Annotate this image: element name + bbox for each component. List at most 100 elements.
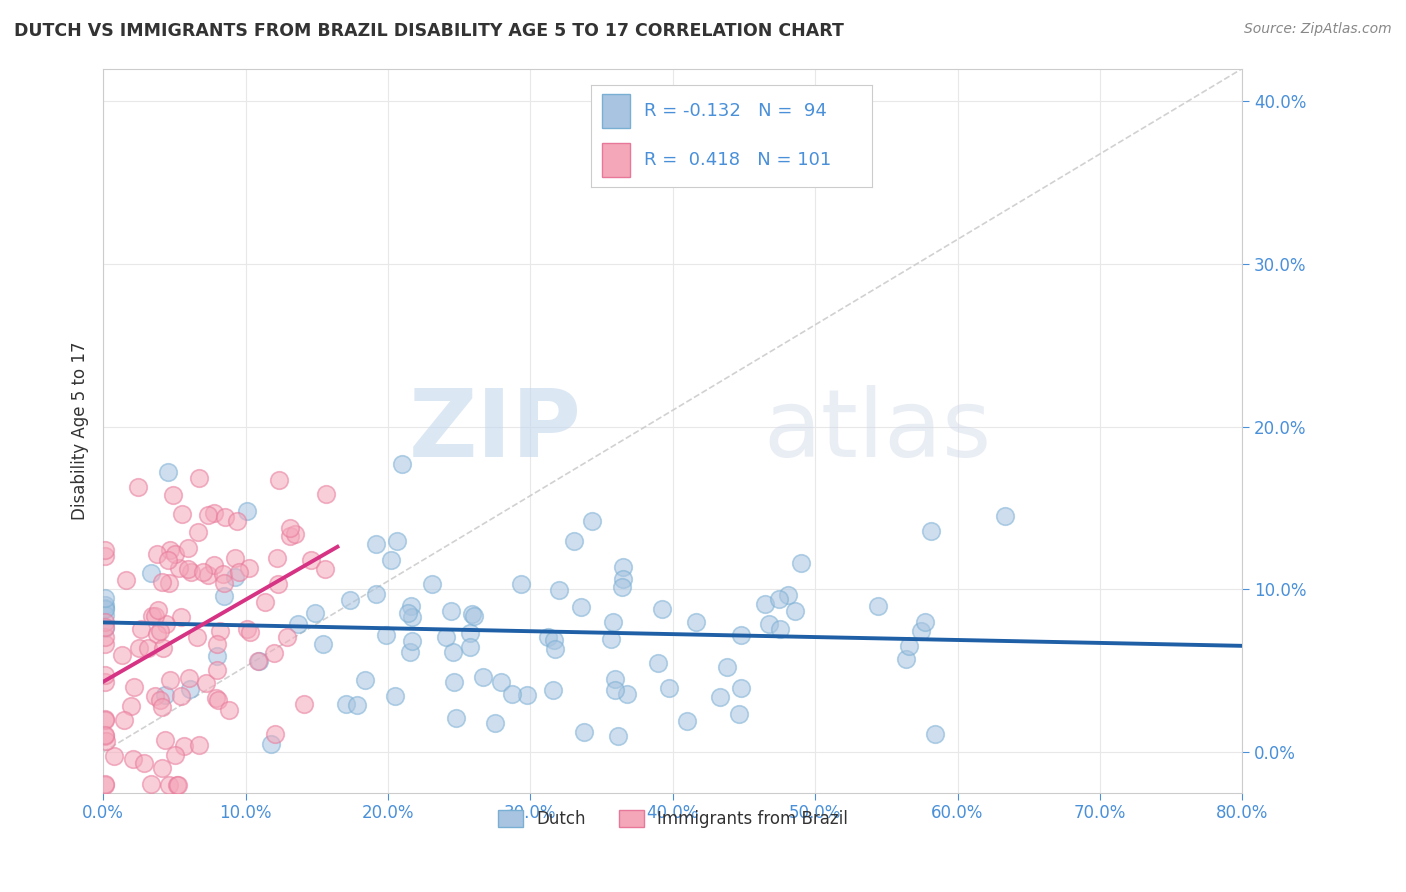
Point (484, 716, 506, 731)
Point (537, 631, 560, 645)
Point (401, 634, 423, 648)
Point (440, 604, 463, 618)
Point (866, 599, 889, 613)
Point (93, 602, 115, 616)
Point (364, 587, 387, 601)
Point (380, 553, 402, 567)
Point (204, 690, 226, 705)
Point (111, 648, 134, 662)
Point (396, 606, 419, 620)
Point (676, 714, 699, 728)
Point (651, 602, 673, 616)
Point (93, 622, 115, 636)
Point (93, 549, 115, 563)
Point (165, 748, 187, 763)
Point (202, 506, 225, 520)
Point (157, 778, 180, 792)
Point (543, 633, 565, 648)
Point (152, 640, 174, 655)
Point (501, 687, 523, 701)
Point (180, 566, 202, 580)
Point (159, 543, 181, 558)
Point (145, 608, 167, 623)
Point (197, 568, 219, 582)
Point (170, 507, 193, 521)
Point (434, 630, 457, 644)
Point (218, 703, 240, 717)
Point (141, 566, 163, 580)
Point (167, 561, 190, 575)
Point (191, 565, 214, 579)
Point (94, 733, 117, 747)
Y-axis label: Disability Age 5 to 17: Disability Age 5 to 17 (72, 342, 89, 520)
Point (790, 557, 813, 571)
Point (128, 640, 150, 655)
Point (399, 599, 422, 614)
Point (599, 632, 621, 646)
Point (375, 628, 398, 642)
Point (145, 627, 167, 641)
Point (910, 624, 932, 639)
Point (260, 737, 283, 751)
Point (647, 656, 669, 670)
Point (162, 488, 184, 502)
Point (610, 580, 633, 594)
Point (280, 520, 302, 534)
Point (148, 624, 170, 638)
Point (202, 558, 225, 572)
Point (169, 689, 191, 703)
Point (607, 729, 630, 743)
Point (754, 597, 776, 611)
Point (994, 508, 1017, 523)
Point (153, 733, 176, 747)
Point (93, 713, 115, 727)
Point (284, 526, 307, 541)
Point (516, 689, 538, 703)
Point (236, 504, 259, 518)
Point (93, 598, 115, 612)
Point (384, 689, 406, 703)
Point (197, 508, 219, 523)
Point (920, 524, 942, 539)
Point (156, 553, 179, 567)
Point (141, 608, 163, 623)
Point (224, 551, 246, 566)
Point (93, 591, 115, 605)
Point (93, 667, 115, 681)
Point (572, 724, 595, 739)
Point (224, 570, 246, 584)
FancyBboxPatch shape (602, 144, 630, 177)
Point (443, 675, 465, 690)
Point (93, 543, 115, 558)
Point (730, 681, 752, 695)
Point (471, 670, 494, 684)
Point (93, 728, 115, 742)
Point (214, 575, 236, 590)
Point (93, 607, 115, 622)
Point (776, 588, 799, 602)
Point (179, 671, 201, 685)
Point (292, 697, 315, 711)
Point (93, 675, 115, 690)
Point (238, 560, 260, 574)
Point (387, 534, 409, 549)
Point (150, 700, 173, 714)
Point (894, 651, 917, 665)
Point (768, 591, 790, 606)
Point (150, 574, 173, 589)
Point (179, 682, 201, 697)
Point (314, 562, 336, 576)
Point (131, 622, 153, 636)
Point (581, 514, 603, 528)
Point (212, 589, 235, 603)
Point (346, 698, 368, 712)
Point (239, 625, 262, 640)
Point (93, 601, 115, 615)
Point (246, 654, 269, 668)
Point (186, 630, 208, 644)
FancyBboxPatch shape (602, 94, 630, 128)
Point (187, 524, 209, 539)
Point (112, 713, 135, 727)
Point (93, 615, 115, 629)
Point (603, 683, 626, 698)
